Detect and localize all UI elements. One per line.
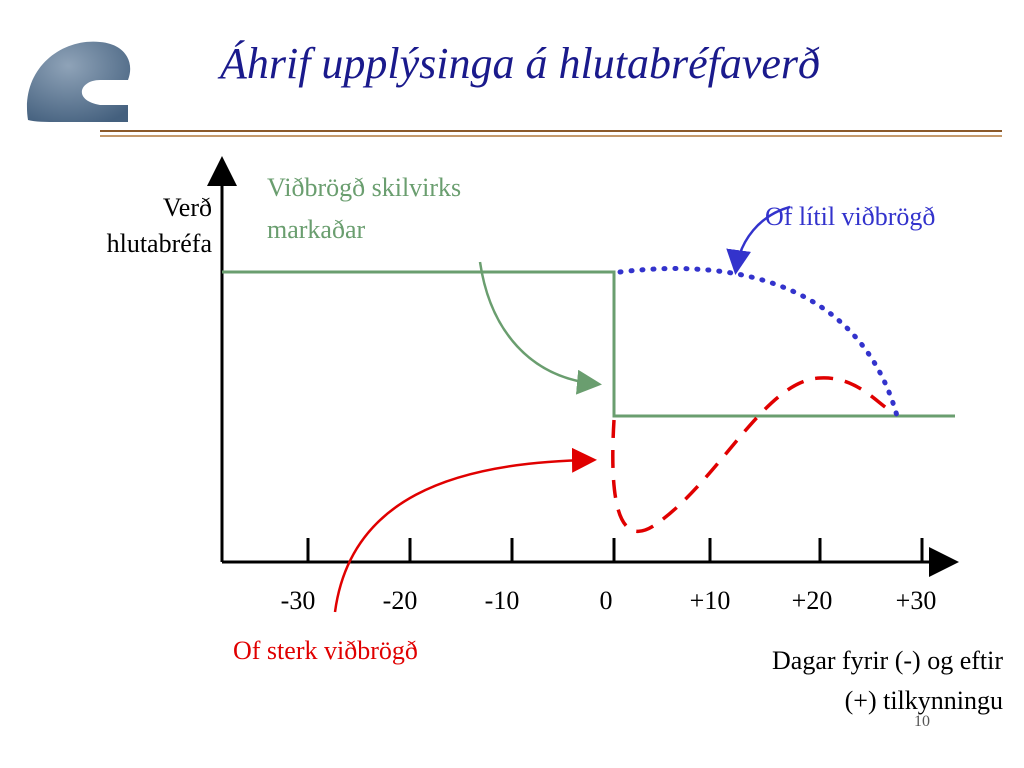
arrow (478, 261, 602, 395)
annotation: Of lítil viðbrögð (765, 202, 935, 231)
over-reaction-line (611, 376, 894, 534)
x-tick-label: +10 (690, 586, 731, 615)
x-tick-label: -30 (281, 586, 316, 615)
arrow (333, 447, 597, 613)
efficient-line (222, 270, 955, 418)
x-tick-label: -10 (485, 586, 520, 615)
y-axis-label: hlutabréfa (107, 229, 213, 258)
x-axis-label: Dagar fyrir (-) og eftir (772, 646, 1003, 675)
x-tick-label: -20 (383, 586, 418, 615)
y-axis-label: Verð (163, 193, 212, 222)
annotation: Viðbrögð skilvirks (267, 173, 461, 202)
x-tick-label: +30 (896, 586, 937, 615)
annotation: markaðar (267, 215, 366, 244)
title: Áhrif upplýsinga á hlutabréfaverð (217, 39, 820, 88)
arrow (726, 205, 791, 275)
page-number: 10 (914, 713, 930, 730)
x-axis-label: (+) tilkynningu (845, 686, 1003, 715)
ticks (306, 538, 924, 562)
annotation: Of sterk viðbrögð (233, 636, 418, 665)
logo (26, 41, 131, 122)
x-tick-label: 0 (600, 586, 613, 615)
under-reaction-line (617, 266, 900, 419)
x-tick-label: +20 (792, 586, 833, 615)
